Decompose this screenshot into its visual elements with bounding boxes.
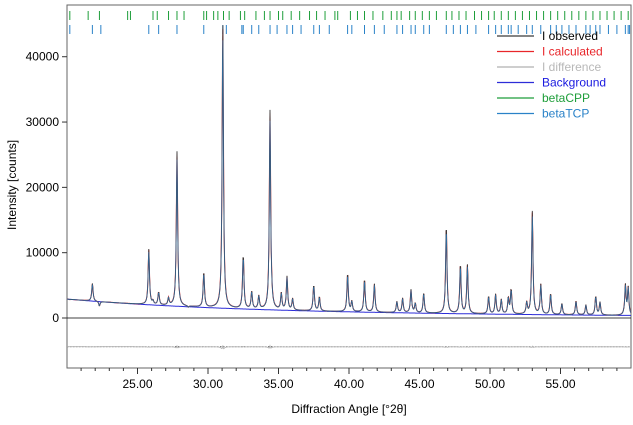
x-tick-label: 50.00 <box>475 377 505 391</box>
axes-group: 0 10000 20000 30000 40000 25.00 30.00 35.00 40.0… <box>26 50 618 391</box>
legend-label: I calculated <box>542 45 603 59</box>
legend-label: betaCPP <box>542 91 590 105</box>
legend-label: I difference <box>542 60 601 74</box>
y-tick-label: 0 <box>52 311 59 325</box>
series-line-i-difference <box>67 344 631 350</box>
x-tick-label: 30.00 <box>193 377 223 391</box>
y-tick-label: 40000 <box>26 50 60 64</box>
legend-label: I observed <box>542 29 598 43</box>
y-tick-label: 10000 <box>26 246 60 260</box>
x-tick-label: 35.00 <box>263 377 293 391</box>
series-line-betatcp <box>66 40 632 316</box>
plot-frame <box>66 4 632 369</box>
y-axis-label: Intensity [counts] <box>5 140 19 230</box>
series-group <box>66 25 632 350</box>
x-tick-label: 25.00 <box>122 377 152 391</box>
legend-label: Background <box>542 76 606 90</box>
y-tick-label: 20000 <box>26 180 60 194</box>
x-tick-label: 40.00 <box>334 377 364 391</box>
x-axis-label: Diffraction Angle [°2θ] <box>291 402 406 416</box>
series-line-background <box>67 298 631 316</box>
legend-label: betaTCP <box>542 107 589 121</box>
x-tick-label: 45.00 <box>404 377 434 391</box>
y-tick-label: 30000 <box>26 115 60 129</box>
x-tick-label: 55.00 <box>545 377 575 391</box>
phase-tick-marks <box>69 11 631 34</box>
